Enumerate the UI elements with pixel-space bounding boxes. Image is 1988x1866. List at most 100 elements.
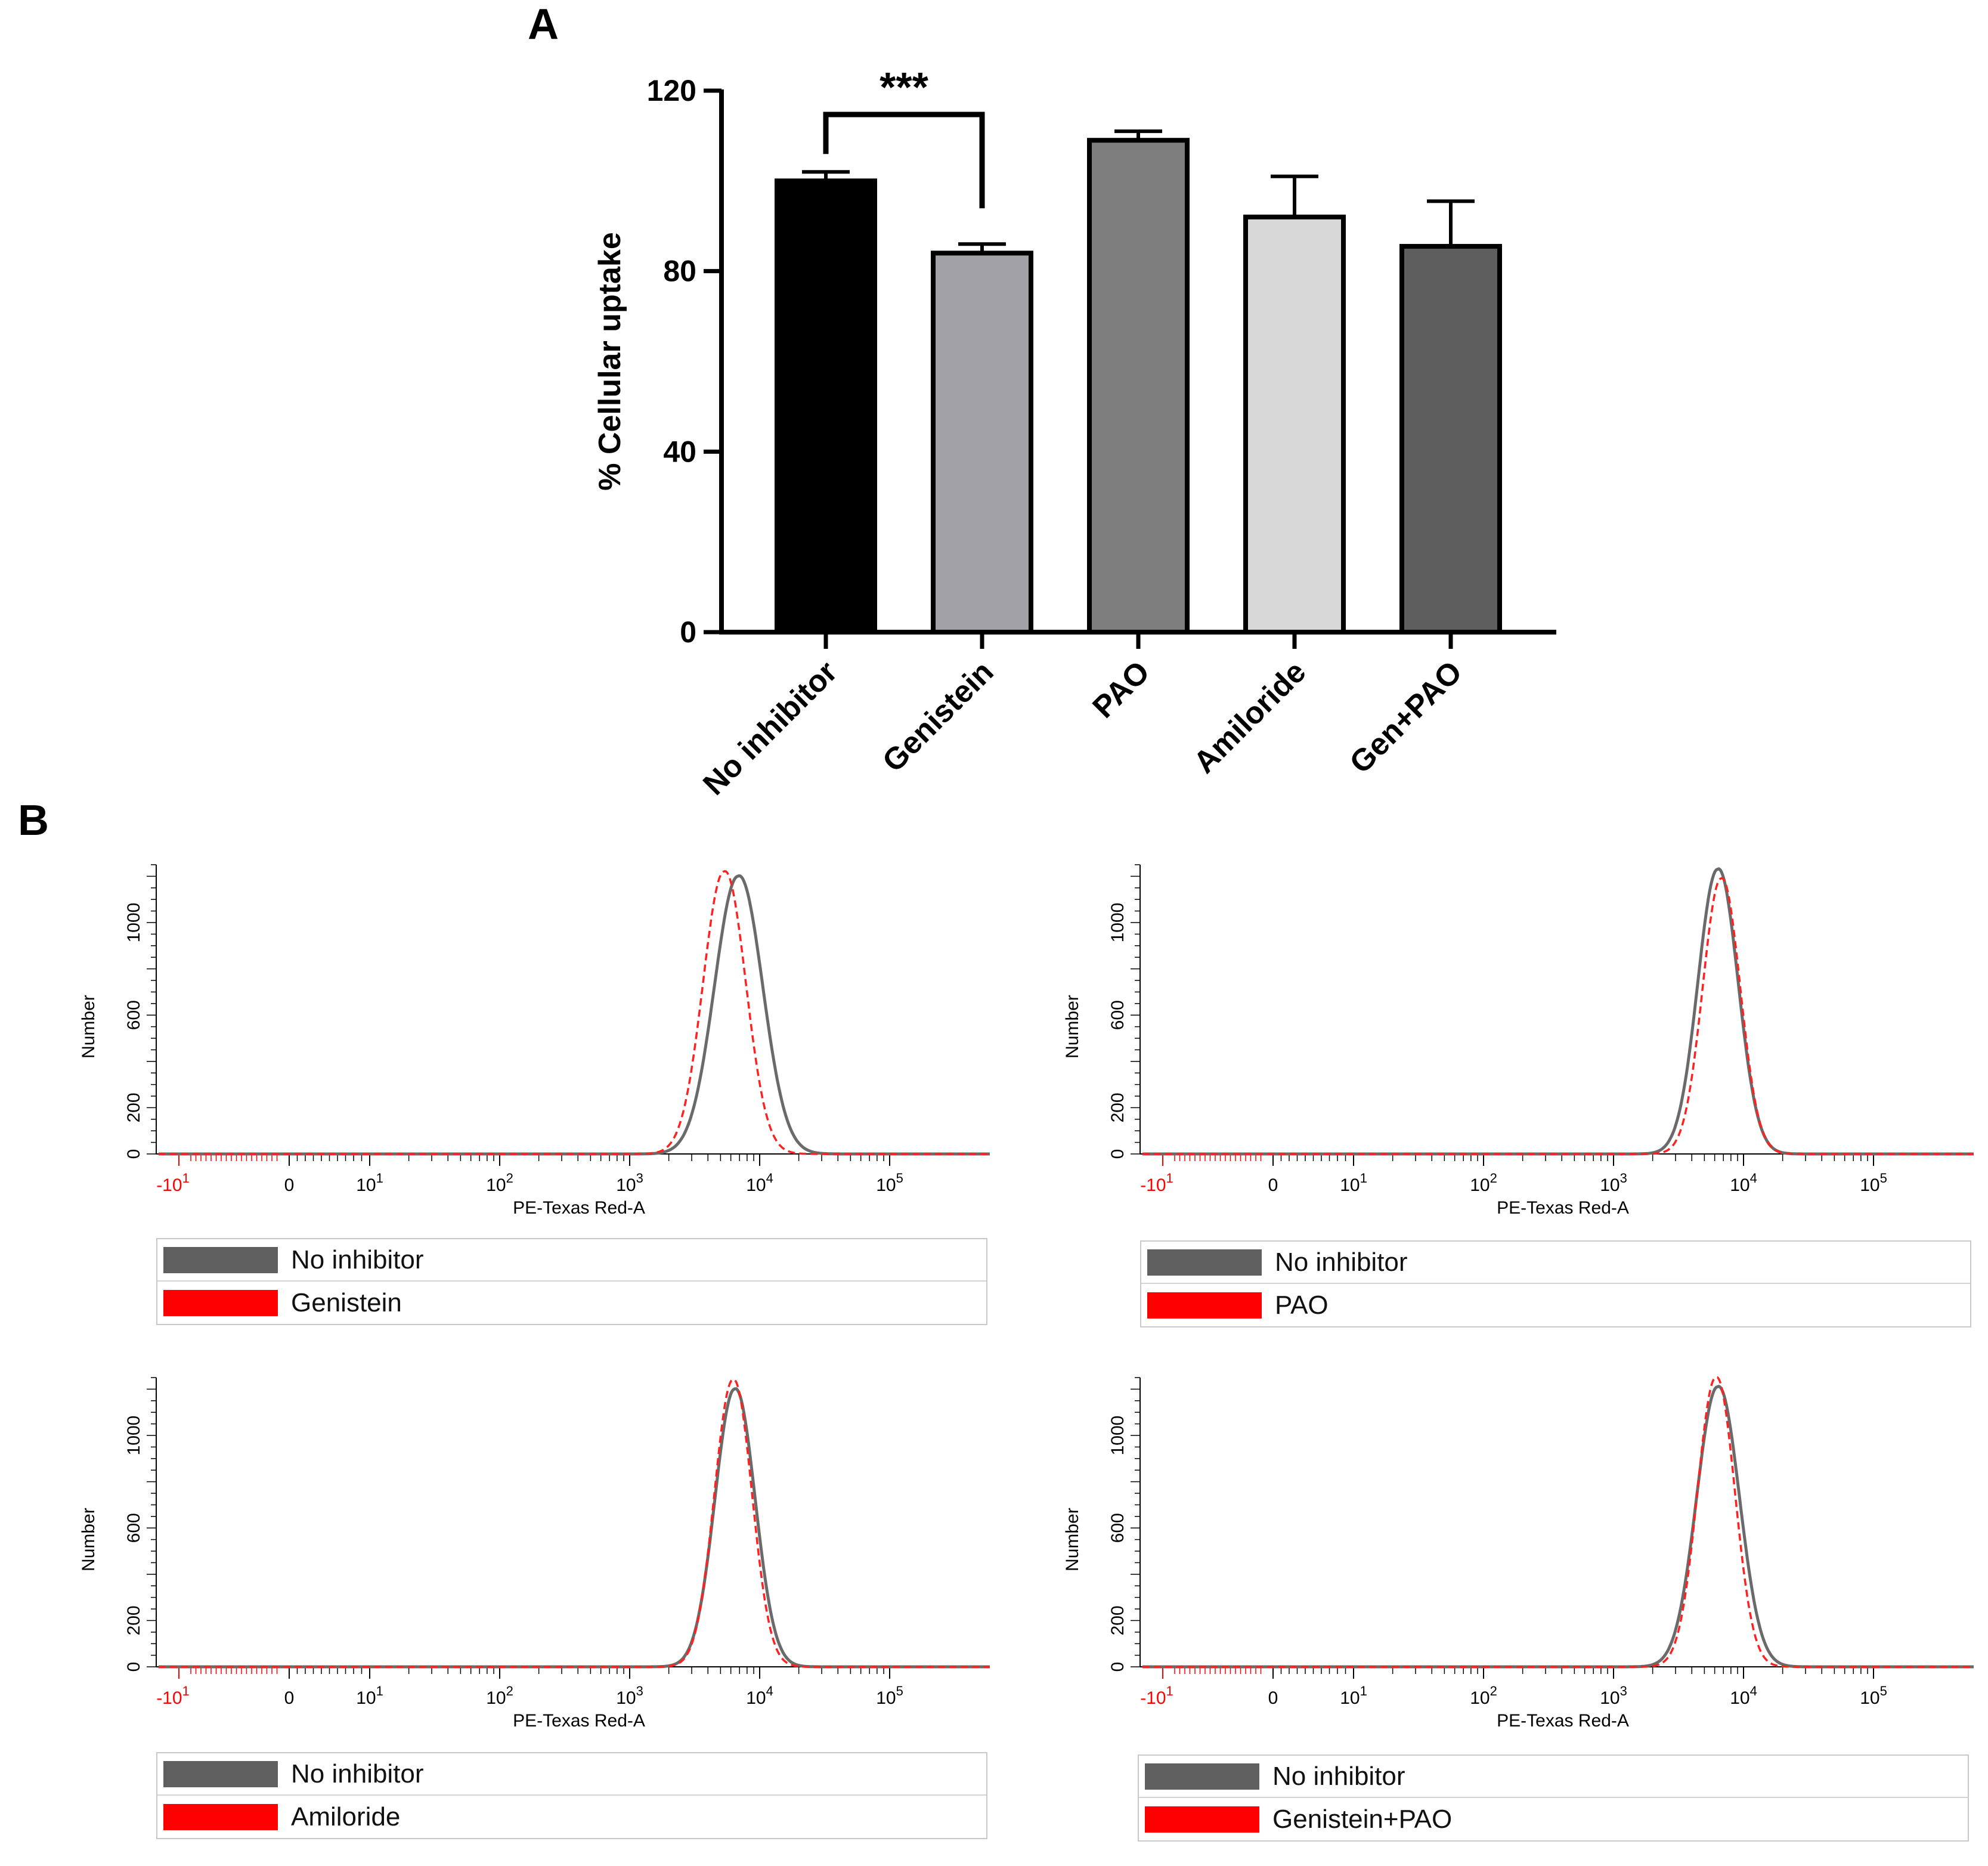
y-axis-label: % Cellular uptake bbox=[593, 232, 627, 490]
y-tick-label: 0 bbox=[124, 1149, 144, 1159]
bar bbox=[1243, 214, 1346, 635]
treated-curve bbox=[1142, 877, 1974, 1155]
y-tick-label: 0 bbox=[680, 615, 696, 649]
treated-curve bbox=[159, 1378, 990, 1668]
x-tick-label: 103 bbox=[1600, 1171, 1627, 1195]
x-tick-label: 104 bbox=[1730, 1684, 1757, 1708]
x-tick-label: 103 bbox=[616, 1171, 643, 1195]
legend-row-gray: No inhibitor bbox=[1139, 1756, 1968, 1798]
y-tick-label: 200 bbox=[124, 1093, 144, 1122]
y-tick-label: 1000 bbox=[1108, 1416, 1128, 1456]
legend-amiloride: No inhibitor Amiloride bbox=[156, 1752, 987, 1839]
y-tick-label: 40 bbox=[663, 435, 696, 468]
y-tick-label: 120 bbox=[647, 74, 696, 107]
x-tick-label: 102 bbox=[1470, 1684, 1497, 1708]
legend-swatch-gray bbox=[1147, 1249, 1262, 1276]
legend-row-gray: No inhibitor bbox=[1141, 1242, 1970, 1284]
x-tick-label: -101 bbox=[1140, 1684, 1173, 1708]
x-tick-label: No inhibitor bbox=[696, 654, 844, 802]
y-tick-label: 200 bbox=[1108, 1605, 1128, 1635]
x-axis-label: PE-Texas Red-A bbox=[1497, 1711, 1629, 1731]
x-tick-label: 104 bbox=[746, 1684, 773, 1708]
x-axis-label: PE-Texas Red-A bbox=[513, 1198, 645, 1218]
y-axis-label: Number bbox=[1063, 1508, 1082, 1571]
y-tick-label: 600 bbox=[124, 1513, 144, 1543]
x-tick-label: 0 bbox=[1268, 1175, 1278, 1195]
legend-swatch-gray bbox=[163, 1760, 278, 1787]
bar bbox=[775, 178, 877, 635]
legend-label-red: Amiloride bbox=[291, 1802, 401, 1831]
y-tick-label: 600 bbox=[124, 1000, 144, 1030]
legend-label-gray: No inhibitor bbox=[1272, 1761, 1405, 1791]
uptake-bar-chart: 0 40 80 120 % Cellular uptake No inhibitor Gen… bbox=[593, 64, 1556, 802]
y-tick-label: 1000 bbox=[124, 1416, 144, 1456]
legend-pao: No inhibitor PAO bbox=[1140, 1240, 1971, 1327]
y-tick-label: 0 bbox=[1108, 1662, 1128, 1672]
x-tick-label: Gen+PAO bbox=[1343, 654, 1469, 780]
histogram-amiloride: 0 200 600 1000 Number -101 0 101 102 103 104 105 PE-… bbox=[79, 1377, 990, 1731]
legend-swatch-red bbox=[163, 1289, 278, 1316]
panel-b-label: B bbox=[18, 797, 49, 844]
x-tick-label: 101 bbox=[356, 1684, 383, 1708]
bar bbox=[931, 250, 1033, 635]
legend-label-red: PAO bbox=[1275, 1290, 1329, 1320]
legend-swatch-gray bbox=[1145, 1763, 1259, 1790]
control-curve bbox=[1142, 1385, 1974, 1669]
x-tick-label: 105 bbox=[1860, 1171, 1887, 1195]
y-tick-label: 0 bbox=[1108, 1149, 1128, 1159]
x-tick-label: -101 bbox=[1140, 1171, 1173, 1195]
legend-swatch-red bbox=[1147, 1292, 1262, 1319]
x-tick-label: Genistein bbox=[876, 654, 1001, 779]
x-tick-label: 105 bbox=[876, 1684, 903, 1708]
y-tick-label: 200 bbox=[1108, 1093, 1128, 1122]
legend-label-red: Genistein bbox=[291, 1288, 402, 1317]
x-tick-label: -101 bbox=[156, 1171, 190, 1195]
x-tick-label: 104 bbox=[1730, 1171, 1757, 1195]
y-axis-label: Number bbox=[79, 995, 98, 1059]
legend-genistein: No inhibitor Genistein bbox=[156, 1238, 987, 1325]
x-tick-label: PAO bbox=[1086, 654, 1157, 725]
histogram-genistein-pao: 0 200 600 1000 Number -101 0 101 102 103 104 105 PE-… bbox=[1063, 1376, 1974, 1731]
y-tick-label: 600 bbox=[1108, 1513, 1128, 1543]
control-curve bbox=[159, 874, 990, 1156]
x-axis-label: PE-Texas Red-A bbox=[1497, 1198, 1629, 1218]
x-tick-label: 104 bbox=[746, 1171, 773, 1195]
x-tick-label: 103 bbox=[1600, 1684, 1627, 1708]
legend-row-gray: No inhibitor bbox=[157, 1753, 986, 1796]
x-tick-label: -101 bbox=[156, 1684, 190, 1708]
x-tick-label: 101 bbox=[1340, 1684, 1367, 1708]
control-curve bbox=[1142, 867, 1974, 1156]
legend-label-gray: No inhibitor bbox=[1275, 1247, 1408, 1277]
legend-row-gray: No inhibitor bbox=[157, 1239, 986, 1282]
y-tick-label: 1000 bbox=[124, 903, 144, 943]
legend-row-red: PAO bbox=[1141, 1284, 1970, 1326]
x-tick-label: 101 bbox=[1340, 1171, 1367, 1195]
legend-swatch-gray bbox=[163, 1246, 278, 1273]
legend-label-red: Genistein+PAO bbox=[1272, 1804, 1453, 1834]
x-tick-label: 102 bbox=[486, 1684, 513, 1708]
y-tick-label: 80 bbox=[663, 255, 696, 288]
legend-row-red: Genistein bbox=[157, 1282, 986, 1324]
x-tick-label: 0 bbox=[1268, 1688, 1278, 1708]
significance-bracket bbox=[823, 112, 985, 209]
x-tick-label: 0 bbox=[284, 1688, 295, 1708]
x-tick-label: Amiloride bbox=[1187, 654, 1313, 780]
significance-label: *** bbox=[880, 64, 928, 110]
histogram-pao: 0 200 600 1000 Number -101 0 101 102 103 104 105 PE-… bbox=[1063, 864, 1974, 1218]
treated-curve bbox=[159, 870, 990, 1155]
treated-curve bbox=[1142, 1376, 1974, 1668]
control-curve bbox=[159, 1387, 990, 1669]
y-axis-label: Number bbox=[79, 1508, 98, 1571]
y-tick-label: 0 bbox=[124, 1662, 144, 1672]
y-tick-label: 200 bbox=[124, 1605, 144, 1635]
legend-label-gray: No inhibitor bbox=[291, 1759, 424, 1788]
x-axis-label: PE-Texas Red-A bbox=[513, 1711, 645, 1731]
legend-genistein-pao: No inhibitor Genistein+PAO bbox=[1138, 1754, 1969, 1842]
y-axis-label: Number bbox=[1063, 995, 1082, 1059]
bar bbox=[1087, 138, 1190, 635]
histogram-genistein: 0 200 600 1000 Number -101 0 101 102 103 104 105 PE-… bbox=[79, 864, 990, 1218]
panel-a-label: A bbox=[528, 1, 559, 48]
x-tick-label: 101 bbox=[356, 1171, 383, 1195]
x-tick-label: 105 bbox=[1860, 1684, 1887, 1708]
bar bbox=[1399, 244, 1502, 635]
